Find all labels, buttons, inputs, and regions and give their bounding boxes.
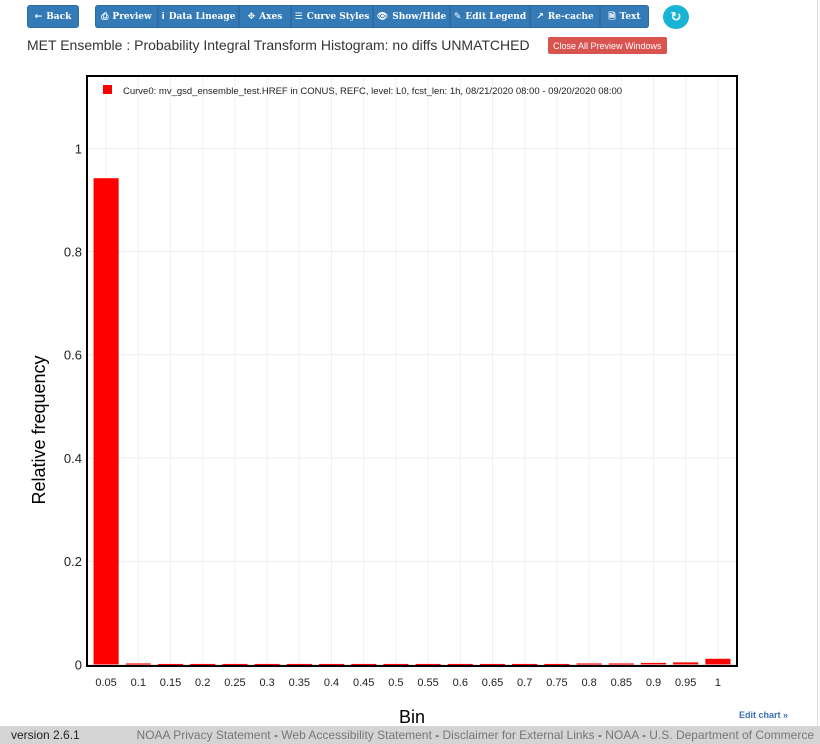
privacy-statement-link[interactable]: NOAA Privacy Statement bbox=[137, 728, 271, 742]
histogram-bar[interactable] bbox=[190, 664, 215, 665]
commerce-link[interactable]: U.S. Department of Commerce bbox=[649, 728, 814, 742]
x-tick-label: 0.1 bbox=[131, 677, 146, 689]
file-icon: 🗎 bbox=[608, 9, 615, 25]
x-tick-label: 1 bbox=[715, 677, 721, 689]
printer-icon: ⎙ bbox=[101, 12, 108, 22]
histogram-bar[interactable] bbox=[512, 664, 537, 665]
histogram-bar[interactable] bbox=[480, 664, 505, 665]
refresh-button[interactable]: ↻ bbox=[663, 5, 689, 29]
plot-frame bbox=[87, 76, 737, 666]
list-icon: ☰ bbox=[295, 12, 303, 22]
text-label: Text bbox=[620, 12, 641, 22]
edit-legend-button[interactable]: ✎ Edit Legend bbox=[450, 5, 530, 28]
x-tick-label: 0.75 bbox=[546, 677, 567, 689]
x-tick-label: 0.95 bbox=[675, 677, 696, 689]
axes-label: Axes bbox=[259, 12, 282, 22]
legend[interactable]: Curve0: mv_gsd_ensemble_test.HREF in CON… bbox=[103, 85, 622, 97]
x-tick-label: 0.3 bbox=[259, 677, 274, 689]
histogram-bar[interactable] bbox=[94, 178, 119, 664]
histogram-bar[interactable] bbox=[544, 664, 569, 665]
back-button[interactable]: ← Back bbox=[27, 5, 79, 28]
preview-button[interactable]: ⎙ Preview bbox=[95, 5, 158, 28]
x-tick-label: 0.05 bbox=[95, 677, 116, 689]
histogram-bar[interactable] bbox=[255, 664, 280, 665]
histogram-bar[interactable] bbox=[577, 663, 602, 664]
noaa-link[interactable]: NOAA bbox=[605, 728, 638, 742]
x-tick-label: 0.8 bbox=[581, 677, 596, 689]
histogram-bar[interactable] bbox=[416, 664, 441, 665]
curve-styles-label: Curve Styles bbox=[307, 12, 370, 22]
footer: version 2.6.1 NOAA Privacy Statement - W… bbox=[0, 726, 820, 744]
y-axis-ticks: 0 0.2 0.4 0.6 0.8 1 bbox=[64, 141, 82, 672]
refresh-icon: ↻ bbox=[671, 10, 682, 25]
info-icon: i bbox=[162, 12, 165, 22]
data-lineage-label: Data Lineage bbox=[169, 12, 236, 22]
x-tick-label: 0.2 bbox=[195, 677, 210, 689]
x-tick-label: 0.6 bbox=[453, 677, 468, 689]
recache-button[interactable]: ↗ Re-cache bbox=[530, 5, 600, 28]
x-axis-label: Bin bbox=[399, 707, 425, 726]
page-title: MET Ensemble : Probability Integral Tran… bbox=[27, 37, 530, 53]
line-chart-icon: ↗ bbox=[536, 12, 544, 22]
chart-grid bbox=[87, 76, 737, 666]
move-arrows-icon: ✥ bbox=[248, 12, 256, 22]
histogram-bar[interactable] bbox=[383, 664, 408, 665]
x-tick-label: 0.4 bbox=[324, 677, 339, 689]
x-tick-label: 0.15 bbox=[160, 677, 181, 689]
y-tick-label: 0.2 bbox=[64, 554, 82, 569]
x-tick-label: 0.55 bbox=[417, 677, 438, 689]
legend-label: Curve0: mv_gsd_ensemble_test.HREF in CON… bbox=[123, 86, 622, 97]
show-hide-button[interactable]: 👁 Show/Hide bbox=[373, 5, 450, 28]
histogram-bar[interactable] bbox=[673, 662, 698, 664]
x-tick-label: 0.35 bbox=[289, 677, 310, 689]
x-tick-label: 0.9 bbox=[646, 677, 661, 689]
preview-label: Preview bbox=[112, 12, 151, 22]
text-button[interactable]: 🗎 Text bbox=[600, 5, 649, 28]
histogram-bar[interactable] bbox=[222, 664, 247, 665]
version-text: version 2.6.1 bbox=[11, 728, 80, 742]
y-tick-label: 0.8 bbox=[64, 245, 82, 260]
histogram-bar[interactable] bbox=[705, 659, 730, 665]
data-lineage-button[interactable]: i Data Lineage bbox=[158, 5, 239, 28]
y-tick-label: 1 bbox=[75, 141, 82, 156]
x-axis-ticks: 0.05 0.1 0.15 0.2 0.25 0.3 0.35 0.4 0.45 0.5 0.55 0… bbox=[95, 677, 721, 689]
histogram-bar[interactable] bbox=[287, 664, 312, 665]
x-tick-label: 0.25 bbox=[224, 677, 245, 689]
x-tick-label: 0.7 bbox=[517, 677, 532, 689]
accessibility-statement-link[interactable]: Web Accessibility Statement bbox=[281, 728, 432, 742]
y-axis-label: Relative frequency bbox=[29, 355, 49, 504]
close-all-preview-windows-button[interactable]: Close All Preview Windows bbox=[548, 37, 667, 54]
edit-chart-link[interactable]: Edit chart » bbox=[739, 710, 788, 720]
histogram-bar[interactable] bbox=[641, 663, 666, 665]
recache-label: Re-cache bbox=[548, 12, 594, 22]
histogram-bar[interactable] bbox=[448, 664, 473, 665]
y-tick-label: 0 bbox=[75, 657, 82, 672]
histogram-bar[interactable] bbox=[319, 664, 344, 665]
legend-swatch bbox=[103, 85, 112, 94]
histogram-bar[interactable] bbox=[126, 663, 151, 664]
pencil-icon: ✎ bbox=[454, 12, 462, 22]
histogram-bar[interactable] bbox=[158, 664, 183, 665]
eye-icon: 👁 bbox=[377, 12, 388, 22]
x-tick-label: 0.85 bbox=[611, 677, 632, 689]
footer-links: NOAA Privacy Statement - Web Accessibili… bbox=[137, 728, 814, 742]
y-tick-label: 0.4 bbox=[64, 451, 82, 466]
show-hide-label: Show/Hide bbox=[392, 12, 446, 22]
curve-styles-button[interactable]: ☰ Curve Styles bbox=[291, 5, 373, 28]
x-tick-label: 0.5 bbox=[388, 677, 403, 689]
disclaimer-link[interactable]: Disclaimer for External Links bbox=[443, 728, 595, 742]
y-tick-label: 0.6 bbox=[64, 348, 82, 363]
edit-legend-label: Edit Legend bbox=[465, 12, 526, 22]
x-tick-label: 0.65 bbox=[482, 677, 503, 689]
back-label: Back bbox=[46, 12, 71, 22]
histogram-bar[interactable] bbox=[351, 664, 376, 665]
x-tick-label: 0.45 bbox=[353, 677, 374, 689]
pit-histogram-chart: 0 0.2 0.4 0.6 0.8 1 0.05 0.1 0.15 0.2 0.25 0.3 0.35… bbox=[0, 60, 820, 726]
axes-button[interactable]: ✥ Axes bbox=[239, 5, 291, 28]
histogram-bar[interactable] bbox=[609, 663, 634, 664]
arrow-left-icon: ← bbox=[35, 12, 43, 22]
